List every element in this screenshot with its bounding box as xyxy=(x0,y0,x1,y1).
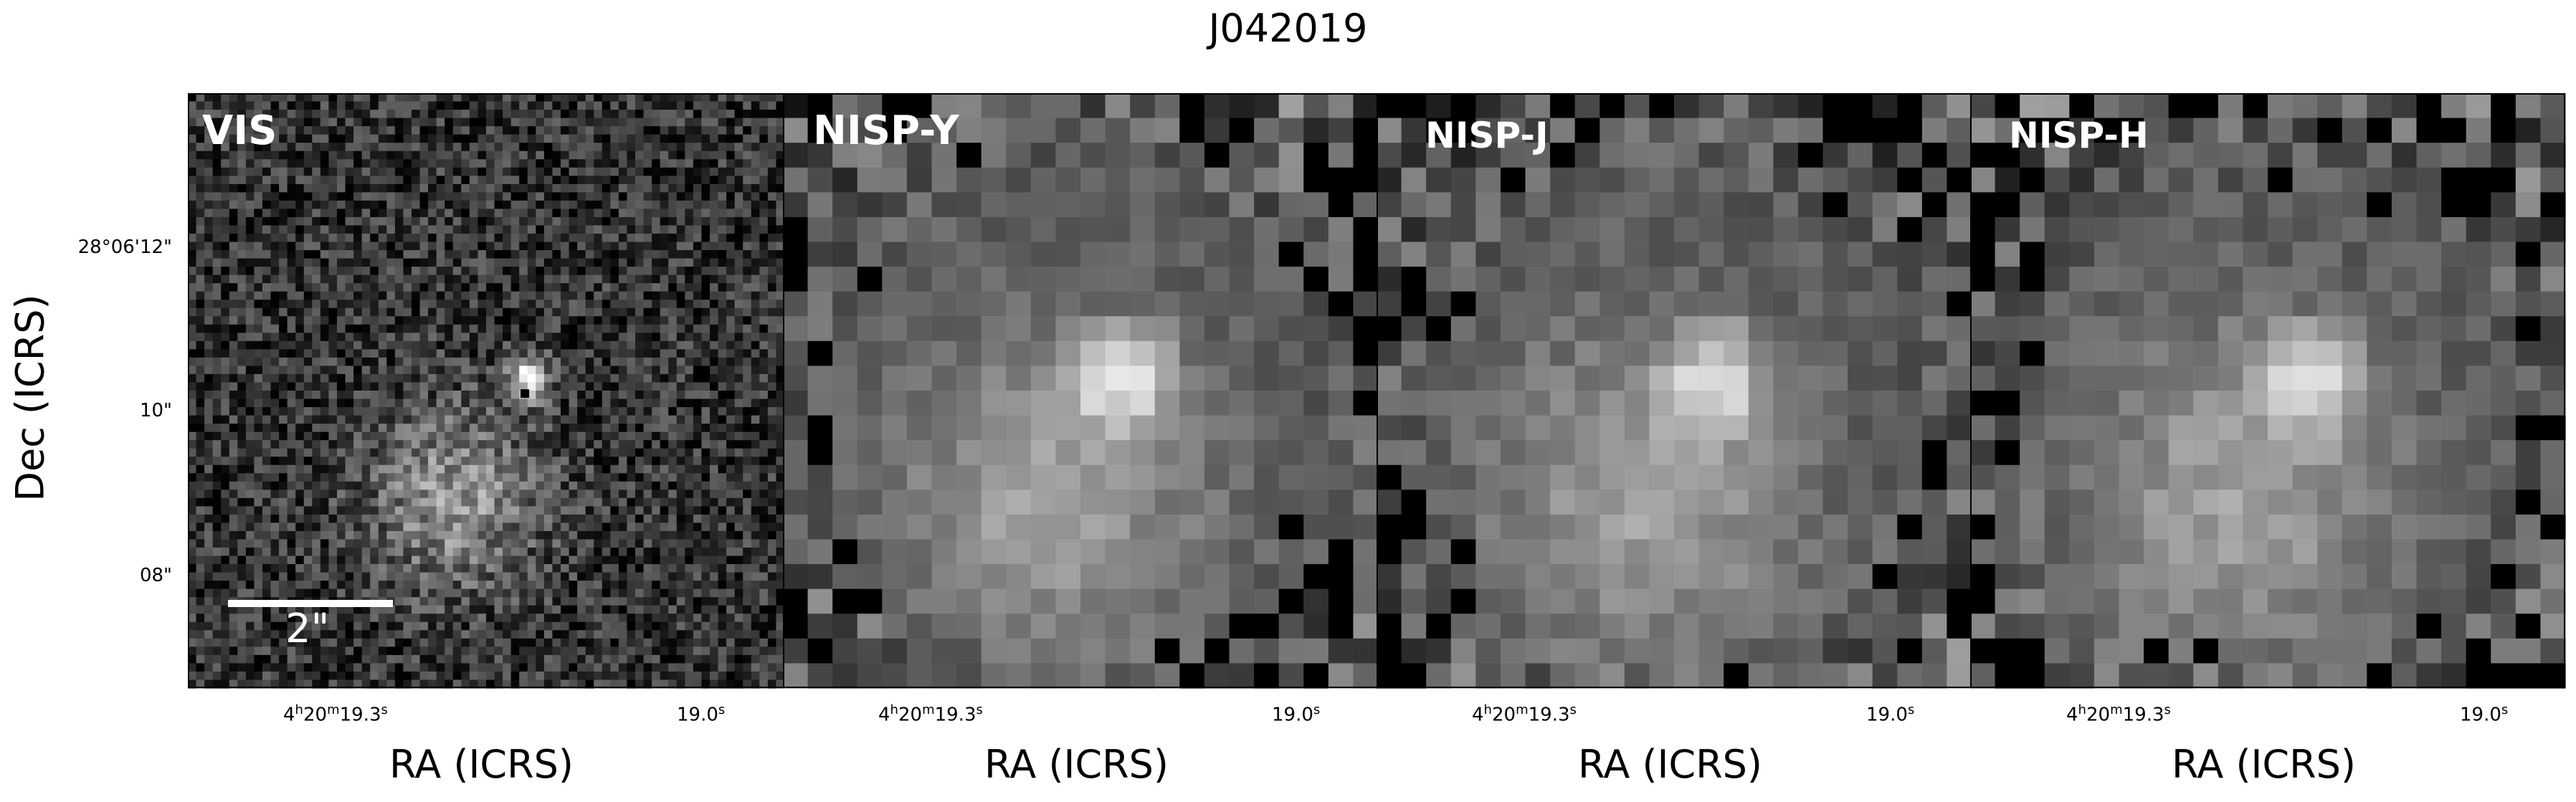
image-panel-nisp-y xyxy=(783,93,1379,689)
x-tick-label: 4h20m19.3s xyxy=(878,702,983,726)
image-panel-nisp-h xyxy=(1970,93,2566,689)
x-tick-label: 19.0s xyxy=(677,702,726,726)
band-label-vis: VIS xyxy=(202,108,277,154)
scale-bar-label: 2" xyxy=(285,606,330,652)
image-panel-vis xyxy=(188,93,785,689)
figure-title: J042019 xyxy=(1208,6,1368,51)
y-tick-label: 28°06'12" xyxy=(77,237,172,258)
x-axis-label: RA (ICRS) xyxy=(984,742,1169,787)
x-tick-label: 4h20m19.3s xyxy=(283,702,388,726)
band-label-nisp-j: NISP-J xyxy=(1425,115,1549,156)
x-tick-label: 19.0s xyxy=(1272,702,1321,726)
y-tick-label: 08" xyxy=(139,565,172,586)
y-tick-label: 10" xyxy=(139,400,172,421)
x-tick-label: 19.0s xyxy=(2460,702,2509,726)
x-tick-label: 4h20m19.3s xyxy=(2066,702,2171,726)
scale-bar xyxy=(228,600,393,607)
x-axis-label: RA (ICRS) xyxy=(2172,742,2357,787)
x-axis-label: RA (ICRS) xyxy=(389,742,574,787)
band-label-nisp-h: NISP-H xyxy=(2009,115,2149,156)
x-axis-label: RA (ICRS) xyxy=(1578,742,1763,787)
x-tick-label: 4h20m19.3s xyxy=(1472,702,1577,726)
band-label-nisp-y: NISP-Y xyxy=(813,108,959,154)
image-panel-nisp-j xyxy=(1377,93,1972,689)
x-tick-label: 19.0s xyxy=(1866,702,1915,726)
